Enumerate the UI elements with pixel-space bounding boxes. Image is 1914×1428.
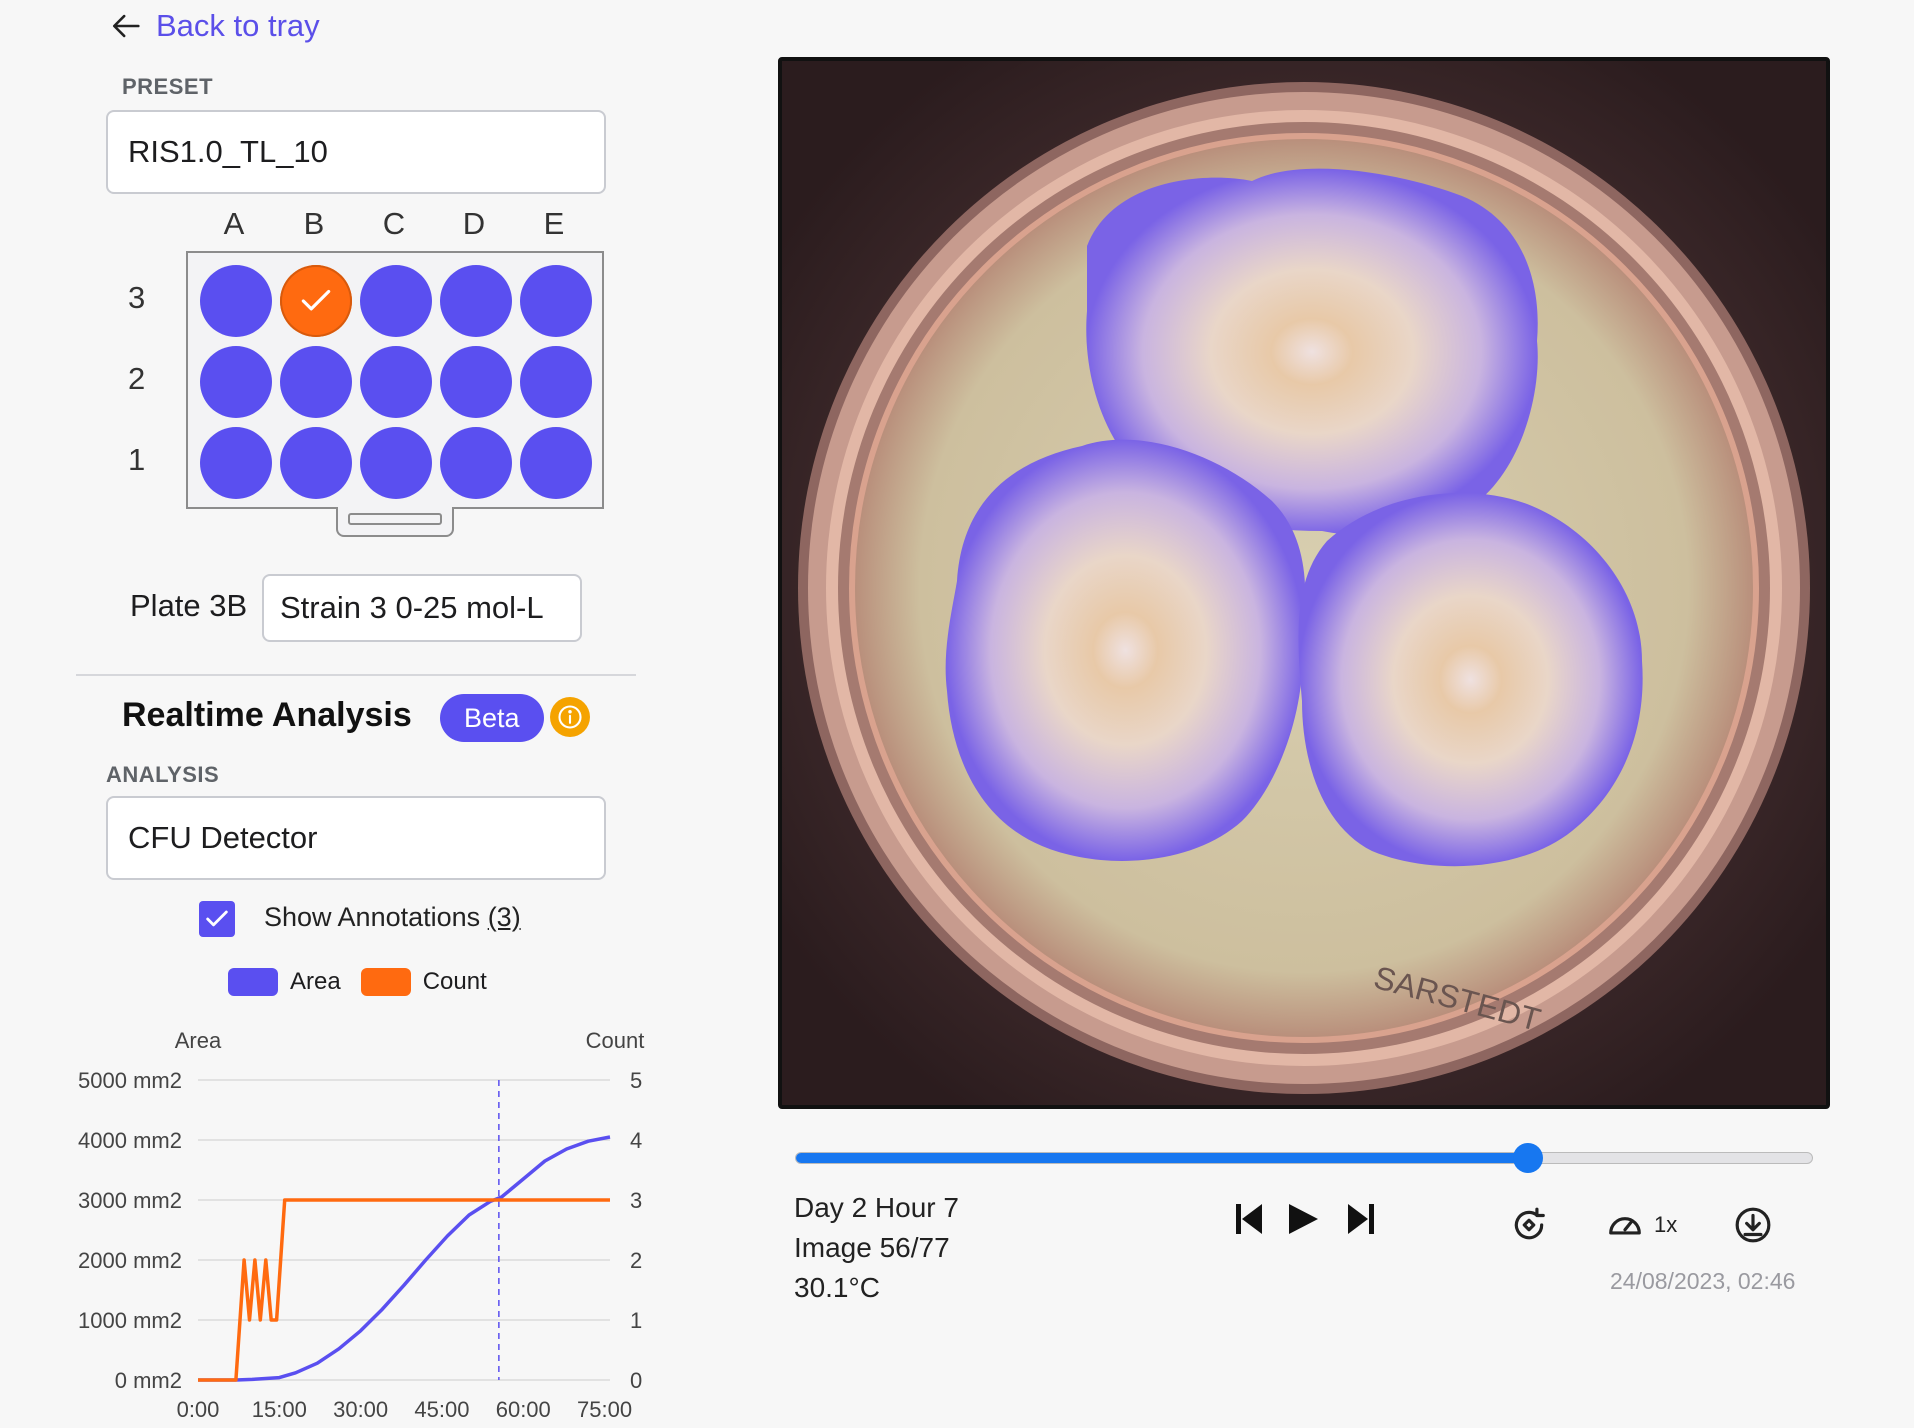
arrow-left-icon <box>112 14 140 38</box>
plate-image: SARSTEDT <box>778 57 1830 1109</box>
well-2c[interactable] <box>360 346 432 418</box>
show-annotations-text: Show Annotations <box>264 902 481 932</box>
x-tick-label: 30:00 <box>333 1397 388 1422</box>
analysis-select[interactable]: CFU Detector <box>106 796 606 880</box>
checkmark-icon <box>301 289 331 311</box>
checkmark-icon <box>206 910 228 927</box>
speed-value: 1x <box>1654 1212 1678 1237</box>
realtime-analysis-title: Realtime Analysis <box>122 696 412 734</box>
day-hour-text: Day 2 Hour 7 <box>794 1192 959 1223</box>
y-left-tick-label: 3000 mm2 <box>78 1188 182 1213</box>
y-right-tick-label: 4 <box>630 1128 642 1153</box>
column-label-a: A <box>223 206 245 241</box>
legend-swatch-area <box>228 968 278 996</box>
timeline-slider-track[interactable] <box>795 1152 1813 1164</box>
loop-icon <box>1514 1207 1545 1240</box>
column-label-d: D <box>462 206 486 241</box>
y-left-tick-label: 2000 mm2 <box>78 1248 182 1273</box>
preset-value: RIS1.0_TL_10 <box>128 134 328 169</box>
analysis-label: ANALYSIS <box>106 762 220 787</box>
well-2b[interactable] <box>280 346 352 418</box>
skip-back-button[interactable] <box>1234 1202 1264 1241</box>
row-label-3: 3 <box>128 280 146 315</box>
y-right-tick-label: 2 <box>630 1248 642 1273</box>
legend-label-count: Count <box>422 968 487 995</box>
plate-name-value: Strain 3 0-25 mol-L <box>280 590 544 625</box>
timeline-slider-fill <box>796 1153 1528 1163</box>
playback-info: Day 2 Hour 7 Image 56/77 30.1°C <box>794 1188 959 1308</box>
play-icon <box>1289 1204 1318 1234</box>
beta-badge: Beta <box>440 694 544 742</box>
well-2d[interactable] <box>440 346 512 418</box>
well-1a[interactable] <box>200 427 272 499</box>
chart-legend: Area Count <box>228 968 487 996</box>
petri-dish-image: SARSTEDT <box>782 61 1826 1105</box>
timeline-slider-thumb[interactable] <box>1512 1143 1543 1173</box>
annotation-count-link[interactable]: (3) <box>487 902 521 932</box>
column-label-b: B <box>303 206 325 241</box>
y-right-tick-label: 0 <box>630 1368 642 1393</box>
download-icon <box>1735 1207 1771 1243</box>
skip-forward-button[interactable] <box>1346 1202 1376 1241</box>
tray-handle <box>336 507 454 537</box>
tray-grid <box>186 251 604 509</box>
well-3e[interactable] <box>520 265 592 337</box>
row-label-2: 2 <box>128 361 146 396</box>
row-label-1: 1 <box>128 442 146 477</box>
well-1b[interactable] <box>280 427 352 499</box>
skip-back-icon <box>1236 1204 1262 1234</box>
well-3a[interactable] <box>200 265 272 337</box>
show-annotations-label: Show Annotations (3) <box>264 902 521 933</box>
right-axis-title: Count <box>586 1028 645 1053</box>
download-button[interactable] <box>1734 1206 1772 1249</box>
preset-label: PRESET <box>122 74 214 99</box>
x-tick-label: 15:00 <box>252 1397 307 1422</box>
loop-button[interactable] <box>1510 1206 1548 1249</box>
capture-timestamp: 24/08/2023, 02:46 <box>1610 1268 1796 1294</box>
show-annotations-checkbox[interactable] <box>199 901 235 937</box>
column-label-c: C <box>382 206 406 241</box>
x-tick-label: 0:00 <box>177 1397 220 1422</box>
section-divider <box>76 674 636 676</box>
well-2a[interactable] <box>200 346 272 418</box>
skip-forward-icon <box>1348 1204 1374 1234</box>
back-to-tray-label: Back to tray <box>156 8 320 43</box>
x-tick-label: 45:00 <box>414 1397 469 1422</box>
y-right-tick-label: 5 <box>630 1068 642 1093</box>
y-left-tick-label: 1000 mm2 <box>78 1308 182 1333</box>
temperature-text: 30.1°C <box>794 1272 880 1303</box>
plate-label: Plate 3B <box>130 588 248 623</box>
well-1d[interactable] <box>440 427 512 499</box>
speed-button[interactable]: 1x <box>1606 1206 1677 1244</box>
info-icon[interactable] <box>550 697 590 737</box>
left-axis-title: Area <box>175 1028 222 1053</box>
y-left-tick-label: 4000 mm2 <box>78 1128 182 1153</box>
legend-swatch-count <box>360 968 411 996</box>
well-3b[interactable] <box>280 265 352 337</box>
series-line-area <box>198 1135 611 1382</box>
y-right-tick-label: 3 <box>630 1188 642 1213</box>
plate-name-field[interactable]: Strain 3 0-25 mol-L <box>262 574 582 642</box>
well-1c[interactable] <box>360 427 432 499</box>
play-button[interactable] <box>1286 1202 1320 1241</box>
series-line-count <box>198 1198 610 1382</box>
column-label-e: E <box>543 206 565 241</box>
y-left-tick-label: 0 mm2 <box>115 1368 182 1393</box>
legend-label-area: Area <box>290 968 341 995</box>
y-right-tick-label: 1 <box>630 1308 642 1333</box>
well-1e[interactable] <box>520 427 592 499</box>
analysis-value: CFU Detector <box>128 820 318 855</box>
x-tick-label: 75:00 <box>577 1397 632 1422</box>
speedometer-icon <box>1609 1217 1641 1235</box>
x-tick-label: 60:00 <box>496 1397 551 1422</box>
image-index-text: Image 56/77 <box>794 1232 950 1263</box>
preset-field[interactable]: RIS1.0_TL_10 <box>106 110 606 194</box>
well-3c[interactable] <box>360 265 432 337</box>
well-2e[interactable] <box>520 346 592 418</box>
back-to-tray-link[interactable]: Back to tray <box>110 8 320 44</box>
y-left-tick-label: 5000 mm2 <box>78 1068 182 1093</box>
well-3d[interactable] <box>440 265 512 337</box>
